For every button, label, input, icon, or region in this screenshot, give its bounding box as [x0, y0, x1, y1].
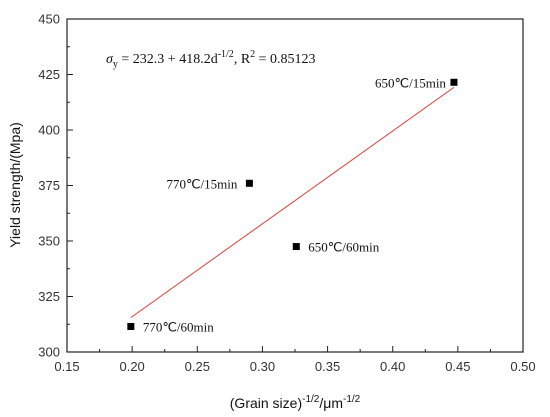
equation-subscript: y: [113, 59, 118, 70]
x-axis-title: (Grain size)-1/2/μm-1/2: [230, 394, 361, 411]
equation-rest: , R: [234, 52, 251, 67]
x-tick-label: 0.45: [445, 359, 470, 374]
x-axis-title-sup2: -1/2: [343, 394, 361, 405]
x-tick-label: 0.40: [380, 359, 405, 374]
y-tick-label: 300: [38, 345, 60, 360]
equation-body: = 232.3 + 418.2d: [118, 52, 218, 67]
x-axis-title-mid: /μm: [319, 395, 343, 411]
x-axis-title-main: (Grain size): [230, 395, 302, 411]
fit-line-group: [130, 86, 455, 318]
point-label: 770℃/60min: [143, 319, 214, 334]
y-tick-label: 350: [38, 234, 60, 249]
x-tick-label: 0.50: [510, 359, 535, 374]
y-tick-label: 375: [38, 178, 60, 193]
x-tick-label: 0.30: [250, 359, 275, 374]
y-tick-label: 450: [38, 12, 60, 27]
equation-r2-superscript: 2: [250, 49, 255, 60]
equation-sigma: σ: [106, 52, 114, 67]
data-point: [127, 322, 135, 330]
point-label: 650℃/15min: [375, 75, 446, 90]
equation-annotation: σy = 232.3 + 418.2d-1/2, R2 = 0.85123: [106, 49, 316, 70]
plot-frame: [66, 18, 524, 353]
axis-ticks: 0.15 0.20 0.25 0.30 0.35 0.40 0.45 0.50 300 325 35…: [38, 12, 535, 375]
x-axis-title-sup1: -1/2: [302, 394, 320, 405]
equation-superscript: -1/2: [218, 49, 234, 60]
fit-line: [130, 86, 455, 318]
y-axis-title: Yield strength/(Mpa): [7, 122, 23, 248]
data-point: [245, 179, 253, 187]
point-label: 650℃/60min: [308, 240, 379, 255]
x-tick-label: 0.35: [315, 359, 340, 374]
data-point: [450, 78, 458, 86]
x-tick-label: 0.15: [54, 359, 79, 374]
y-tick-label: 400: [38, 123, 60, 138]
y-tick-label: 425: [38, 67, 60, 82]
x-tick-label: 0.20: [119, 359, 144, 374]
y-tick-label: 325: [38, 289, 60, 304]
data-point: [292, 243, 300, 251]
point-label: 770℃/15min: [166, 176, 237, 191]
x-tick-label: 0.25: [185, 359, 210, 374]
equation-tail: = 0.85123: [255, 52, 315, 67]
data-points: 770℃/60min 770℃/15min 650℃/60min 650℃/15min: [127, 75, 458, 334]
